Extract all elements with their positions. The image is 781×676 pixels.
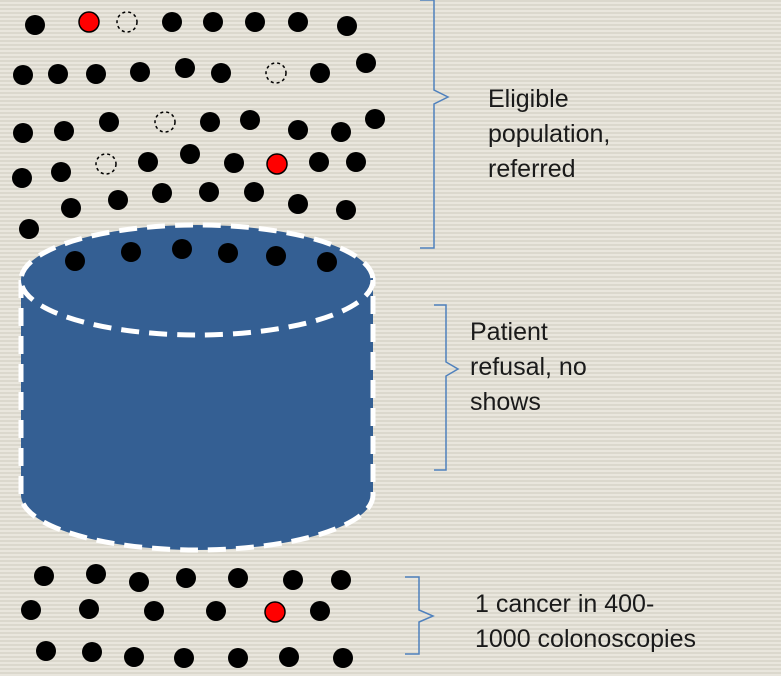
filled-dot-icon	[310, 601, 330, 621]
filled-dot-icon	[12, 168, 32, 188]
filled-dot-icon	[365, 109, 385, 129]
filled-dot-icon	[211, 63, 231, 83]
bracket-colonoscopy	[405, 576, 435, 655]
filled-dot-icon	[48, 64, 68, 84]
filled-dot-icon	[138, 152, 158, 172]
filled-dot-icon	[331, 570, 351, 590]
filled-dot-icon	[333, 648, 353, 668]
cylinder-body	[18, 277, 376, 553]
filled-dot-icon	[317, 252, 337, 272]
filled-dot-icon	[288, 120, 308, 140]
filled-dot-icon	[124, 647, 144, 667]
filled-dot-icon	[86, 64, 106, 84]
filled-dot-icon	[51, 162, 71, 182]
filled-dot-icon	[162, 12, 182, 32]
cancer-dot-icon	[266, 153, 288, 175]
filled-dot-icon	[206, 601, 226, 621]
filled-dot-icon	[346, 152, 366, 172]
filled-dot-icon	[310, 63, 330, 83]
filled-dot-icon	[336, 200, 356, 220]
filled-dot-icon	[13, 123, 33, 143]
refusal-cylinder	[18, 222, 376, 553]
population-dots	[12, 11, 385, 668]
filled-dot-icon	[228, 568, 248, 588]
filled-dot-icon	[288, 12, 308, 32]
filled-dot-icon	[99, 112, 119, 132]
filled-dot-icon	[288, 194, 308, 214]
filled-dot-icon	[175, 58, 195, 78]
dashed-empty-dot-icon	[95, 153, 117, 175]
filled-dot-icon	[54, 121, 74, 141]
filled-dot-icon	[203, 12, 223, 32]
filled-dot-icon	[218, 243, 238, 263]
filled-dot-icon	[19, 219, 39, 239]
filled-dot-icon	[180, 144, 200, 164]
filled-dot-icon	[144, 601, 164, 621]
filled-dot-icon	[356, 53, 376, 73]
cancer-dot-icon	[264, 601, 286, 623]
filled-dot-icon	[240, 110, 260, 130]
filled-dot-icon	[82, 642, 102, 662]
label-eligible-population: Eligible population, referred	[488, 85, 611, 183]
label-cancer-rate: 1 cancer in 400- 1000 colonoscopies	[475, 590, 696, 653]
filled-dot-icon	[65, 251, 85, 271]
filled-dot-icon	[337, 16, 357, 36]
bracket-eligible	[420, 0, 450, 249]
filled-dot-icon	[283, 570, 303, 590]
label-patient-refusal: Patient refusal, no shows	[470, 318, 587, 416]
filled-dot-icon	[172, 239, 192, 259]
filled-dot-icon	[36, 641, 56, 661]
filled-dot-icon	[279, 647, 299, 667]
cylinder-top	[18, 222, 376, 338]
dashed-empty-dot-icon	[265, 62, 287, 84]
filled-dot-icon	[121, 242, 141, 262]
filled-dot-icon	[79, 599, 99, 619]
filled-dot-icon	[331, 122, 351, 142]
filled-dot-icon	[176, 568, 196, 588]
filled-dot-icon	[224, 153, 244, 173]
filled-dot-icon	[245, 12, 265, 32]
filled-dot-icon	[21, 600, 41, 620]
filled-dot-icon	[199, 182, 219, 202]
filled-dot-icon	[174, 648, 194, 668]
filled-dot-icon	[200, 112, 220, 132]
filled-dot-icon	[244, 182, 264, 202]
filled-dot-icon	[86, 564, 106, 584]
filled-dot-icon	[61, 198, 81, 218]
filled-dot-icon	[13, 65, 33, 85]
filled-dot-icon	[266, 246, 286, 266]
filled-dot-icon	[108, 190, 128, 210]
dashed-empty-dot-icon	[116, 11, 138, 33]
filled-dot-icon	[309, 152, 329, 172]
dashed-empty-dot-icon	[154, 111, 176, 133]
filled-dot-icon	[25, 15, 45, 35]
filled-dot-icon	[152, 183, 172, 203]
filled-dot-icon	[228, 648, 248, 668]
bracket-refusal	[434, 304, 460, 471]
cancer-dot-icon	[78, 11, 100, 33]
filled-dot-icon	[129, 572, 149, 592]
filled-dot-icon	[34, 566, 54, 586]
filled-dot-icon	[130, 62, 150, 82]
